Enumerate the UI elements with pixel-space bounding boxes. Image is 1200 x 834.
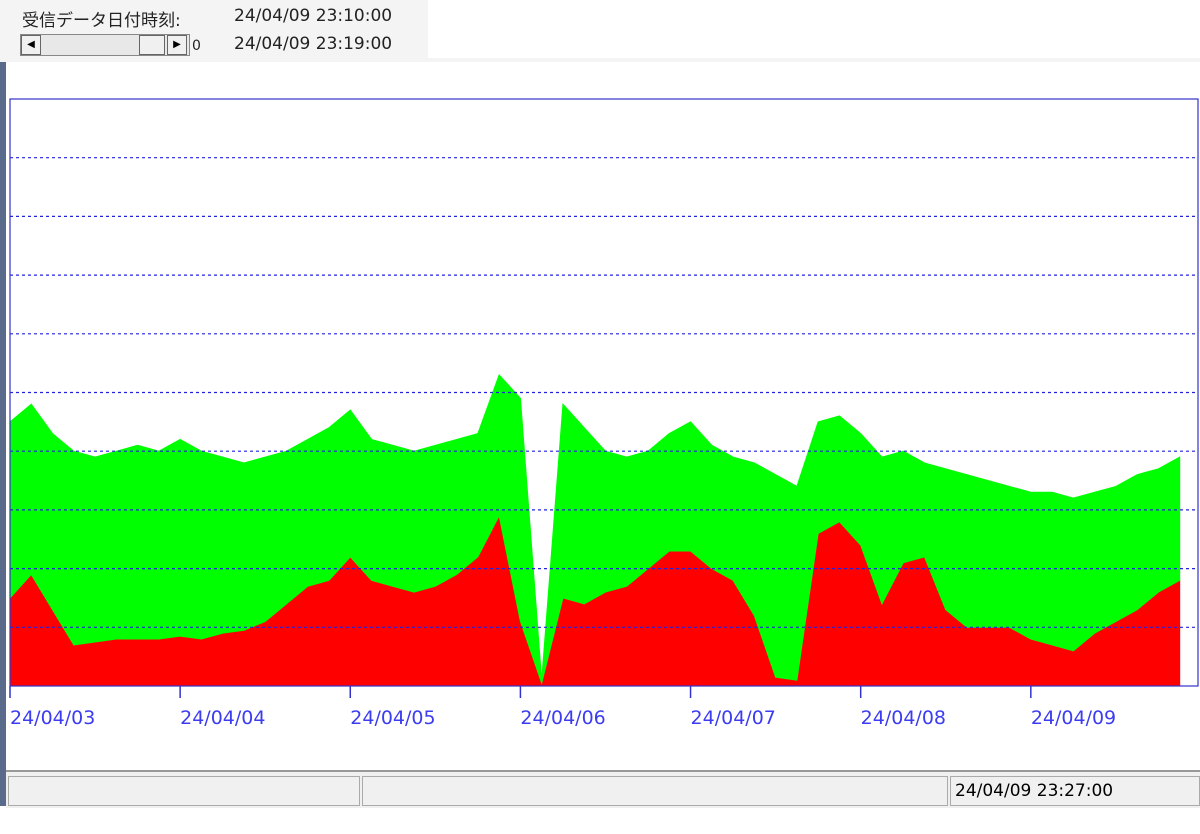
status-panel bbox=[8, 776, 360, 806]
scroll-right[interactable]: ▶ bbox=[167, 35, 187, 55]
scroll-thumb[interactable] bbox=[139, 35, 165, 55]
x-tick-label: 24/04/09 bbox=[1031, 707, 1116, 729]
window-edge bbox=[0, 62, 6, 806]
header-blank bbox=[428, 0, 1200, 58]
status-panel bbox=[362, 776, 948, 806]
x-tick-label: 24/04/06 bbox=[520, 707, 605, 729]
header-label: 受信データ日付時刻: bbox=[22, 11, 181, 31]
header-panel: 受信データ日付時刻: 24/04/09 23:10:00 24/04/09 23… bbox=[0, 0, 1200, 62]
area bbox=[9, 373, 1181, 685]
scroll-value: 0 bbox=[192, 38, 201, 54]
time-to: 24/04/09 23:19:00 bbox=[234, 34, 393, 54]
x-tick-label: 24/04/04 bbox=[180, 707, 265, 729]
scrollbar[interactable]: ◀ ▶ bbox=[20, 34, 190, 56]
status-bar: 24/04/09 23:27:00 bbox=[6, 770, 1200, 808]
chart: 24/04/03 24/04/04 24/04/05 24/04/06 24/04/07… bbox=[9, 98, 1199, 729]
x-tick-label: 24/04/03 bbox=[10, 707, 95, 729]
plot-border bbox=[9, 98, 1199, 687]
scroll-left[interactable]: ◀ bbox=[21, 35, 41, 55]
x-tick-label: 24/04/08 bbox=[861, 707, 946, 729]
x-tick-label: 24/04/05 bbox=[350, 707, 435, 729]
x-tick-label: 24/04/07 bbox=[691, 707, 776, 729]
time-from: 24/04/09 23:10:00 bbox=[234, 6, 393, 26]
status-time: 24/04/09 23:27:00 bbox=[950, 776, 1200, 806]
